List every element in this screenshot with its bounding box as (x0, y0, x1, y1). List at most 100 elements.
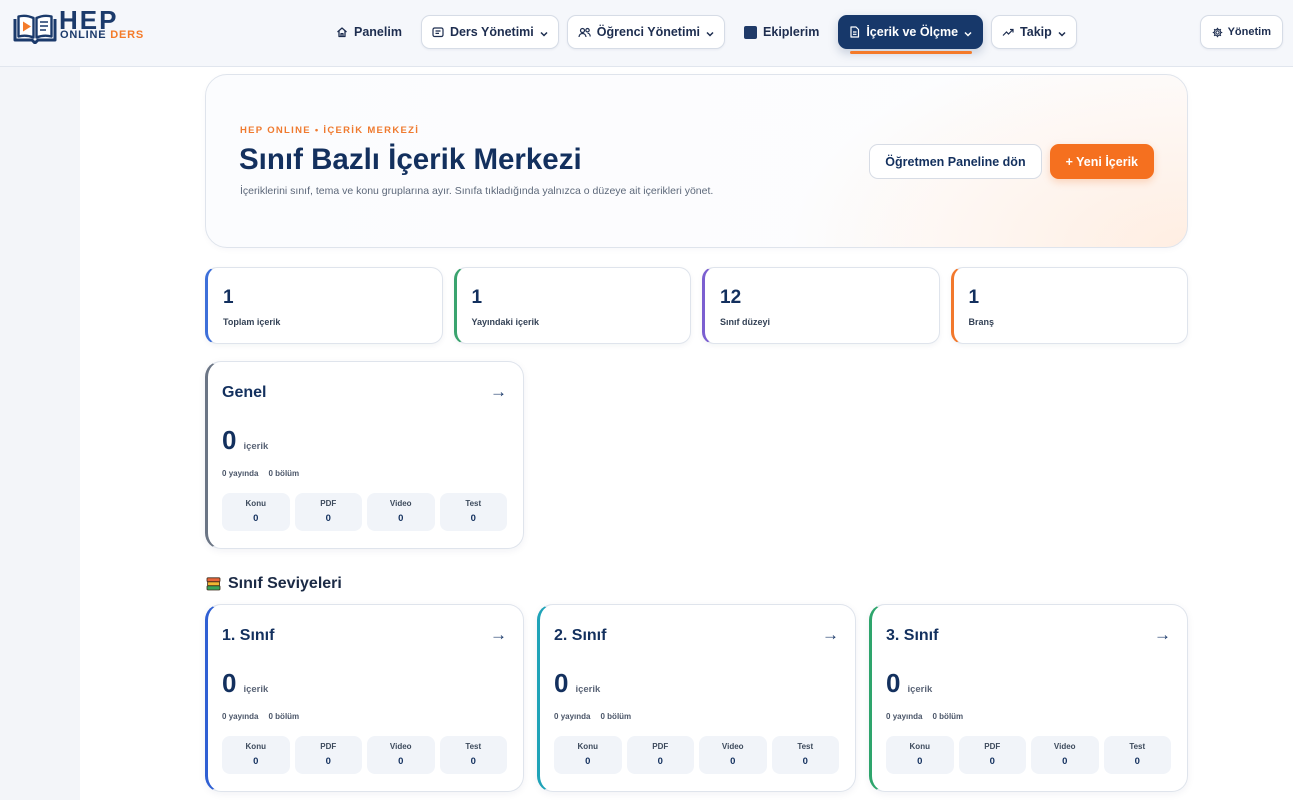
logo-name: HEP (59, 5, 119, 35)
chevron-down-icon (540, 31, 548, 37)
section-count: 0 bölüm (932, 712, 963, 722)
breakdown-value: 0 (470, 513, 476, 524)
hero-panel: HEP ONLINE • İÇERİK MERKEZİ Sınıf Bazlı … (205, 74, 1188, 248)
section-count-label: bölüm (275, 712, 300, 721)
grade-title: 1. Sınıf (222, 627, 275, 644)
breakdown-konu: Konu 0 (222, 736, 290, 774)
admin-button[interactable]: Yönetim (1199, 15, 1283, 49)
breakdown-label: Test (1129, 742, 1146, 751)
stat-card-total-content: 1 Toplam içerik (205, 267, 443, 344)
breakdown-value: 0 (470, 756, 476, 767)
breakdown-test: Test 0 (439, 493, 507, 531)
new-content-button[interactable]: + Yeni İçerik (1049, 144, 1154, 179)
book-play-logo-icon (13, 14, 57, 44)
breakdown-label: Video (1053, 742, 1076, 751)
stat-value: 12 (720, 287, 742, 308)
stat-value: 1 (968, 287, 980, 308)
breakdown-value: 0 (325, 756, 331, 767)
grade-meta: 0 yayında 0 bölüm (554, 712, 631, 722)
breakdown-label: PDF (320, 499, 337, 508)
breakdown-value: 0 (398, 513, 404, 524)
breakdown-label: PDF (320, 742, 337, 751)
grade-cards-grid: 1. Sınıf → 0 içerik 0 yayında 0 bölüm Ko… (205, 604, 1188, 792)
breakdown-value: 0 (398, 756, 404, 767)
content-type-breakdown: Konu 0 PDF 0 Video 0 Test 0 (886, 736, 1171, 774)
breakdown-value: 0 (253, 513, 259, 524)
content-count-unit: içerik (243, 441, 269, 452)
section-count-value: 0 (932, 712, 937, 721)
brand-logo[interactable]: HEP ONLINE DERS (12, 5, 148, 51)
published-count-value: 0 (554, 712, 559, 721)
published-count: 0 yayında (222, 712, 258, 722)
general-group-wrapper: Genel → 0 içerik 0 yayında 0 bölüm Konu 0… (205, 361, 524, 549)
breakdown-value: 0 (1062, 756, 1068, 767)
arrow-right-icon[interactable]: → (822, 625, 839, 644)
group-card-general[interactable]: Genel → 0 içerik 0 yayında 0 bölüm Konu 0… (205, 361, 524, 549)
chevron-down-icon (706, 31, 714, 37)
nav-item-takip[interactable]: Takip (991, 15, 1077, 49)
back-to-teacher-panel-button[interactable]: Öğretmen Paneline dön (869, 144, 1042, 179)
nav-item-panelim[interactable]: Panelim (325, 15, 413, 49)
home-icon (336, 26, 348, 38)
grade-card-2[interactable]: 2. Sınıf → 0 içerik 0 yayında 0 bölüm Ko… (537, 604, 856, 792)
breakdown-video: Video 0 (367, 736, 435, 774)
breakdown-value: 0 (325, 513, 331, 524)
breakdown-pdf: PDF 0 (958, 736, 1026, 774)
arrow-right-icon[interactable]: → (490, 625, 507, 644)
breakdown-value: 0 (253, 756, 259, 767)
logo-online: ONLINE (60, 29, 107, 41)
hero-eyebrow: HEP ONLINE • İÇERİK MERKEZİ (240, 125, 420, 136)
stat-label: Branş (968, 317, 995, 327)
content-count-value: 0 (554, 668, 569, 698)
books-icon (206, 577, 221, 591)
section-count-label: bölüm (939, 712, 964, 721)
stat-card-grade-levels: 12 Sınıf düzeyi (702, 267, 940, 344)
breakdown-label: Test (797, 742, 814, 751)
breakdown-video: Video 0 (699, 736, 767, 774)
grade-title: 3. Sınıf (886, 627, 939, 644)
grade-meta: 0 yayında 0 bölüm (222, 712, 299, 722)
stat-value: 1 (223, 287, 234, 308)
published-count-label: yayında (228, 469, 259, 478)
breakdown-label: Konu (909, 742, 930, 751)
section-count-label: bölüm (275, 469, 300, 478)
main-nav: Panelim Ders Yönetimi Öğrenci Yönetimi E… (325, 15, 1077, 54)
card-text-icon (432, 26, 444, 38)
stat-card-published-content: 1 Yayındaki içerik (453, 267, 691, 344)
section-count-value: 0 (268, 469, 273, 478)
grade-levels-heading: Sınıf Seviyeleri (206, 575, 342, 593)
content-type-breakdown: Konu 0 PDF 0 Video 0 Test 0 (222, 493, 507, 531)
breakdown-value: 0 (1134, 756, 1140, 767)
nav-item-ogrenci-yonetimi[interactable]: Öğrenci Yönetimi (566, 15, 726, 49)
breakdown-konu: Konu 0 (554, 736, 622, 774)
breakdown-konu: Konu 0 (886, 736, 954, 774)
content-type-breakdown: Konu 0 PDF 0 Video 0 Test 0 (222, 736, 507, 774)
breakdown-konu: Konu 0 (222, 493, 290, 531)
nav-item-icerik-ve-olcme[interactable]: İçerik ve Ölçme (838, 15, 984, 54)
breakdown-value: 0 (585, 756, 591, 767)
nav-item-ekiplerim[interactable]: Ekiplerim (733, 15, 830, 49)
arrow-right-icon[interactable]: → (1154, 625, 1171, 644)
content-count-unit: içerik (907, 684, 933, 695)
section-count: 0 bölüm (268, 712, 299, 722)
breakdown-label: Video (721, 742, 744, 751)
nav-item-label: Öğrenci Yönetimi (596, 25, 701, 39)
breakdown-label: Video (389, 499, 412, 508)
gear-icon (1212, 27, 1223, 38)
grade-card-1[interactable]: 1. Sınıf → 0 içerik 0 yayında 0 bölüm Ko… (205, 604, 524, 792)
stat-label: Toplam içerik (223, 317, 281, 327)
group-title: Genel (222, 384, 267, 401)
nav-item-label: Takip (1020, 25, 1052, 39)
published-count-value: 0 (886, 712, 891, 721)
top-navbar: HEP ONLINE DERS Panelim Ders Yönetimi Öğ… (0, 0, 1293, 67)
nav-item-label: Ders Yönetimi (449, 25, 534, 39)
nav-item-ders-yonetimi[interactable]: Ders Yönetimi (420, 15, 559, 49)
arrow-right-icon[interactable]: → (490, 382, 507, 401)
grade-meta: 0 yayında 0 bölüm (886, 712, 963, 722)
published-count: 0 yayında (554, 712, 590, 722)
breakdown-test: Test 0 (771, 736, 839, 774)
breakdown-label: PDF (652, 742, 669, 751)
stat-card-branch: 1 Branş (950, 267, 1188, 344)
stat-label: Yayındaki içerik (471, 317, 540, 327)
grade-card-3[interactable]: 3. Sınıf → 0 içerik 0 yayında 0 bölüm Ko… (869, 604, 1188, 792)
